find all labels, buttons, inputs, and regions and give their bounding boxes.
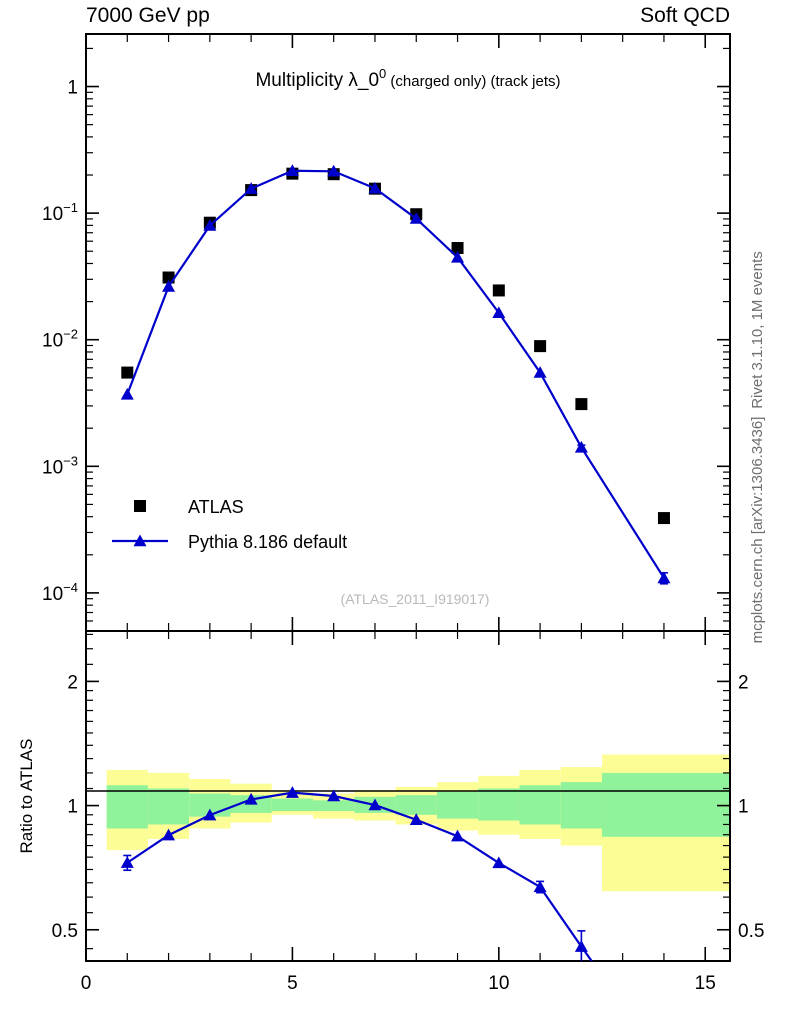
main-panel-ticks — [85, 34, 730, 632]
band-inner — [602, 772, 730, 837]
main-panel-y-tick-labels: 1 10−1 10−2 10−3 10−4 — [42, 78, 78, 605]
ratio-y-tick-label: 1 — [738, 797, 749, 818]
legend-label: ATLAS — [188, 497, 244, 517]
legend-marker-triangle — [133, 534, 147, 547]
ratio-y-tick-label: 0.5 — [738, 921, 764, 942]
header-right-process: Soft QCD — [640, 4, 730, 27]
ratio-mc-marker — [574, 940, 588, 952]
mc-marker — [409, 212, 423, 224]
mc-marker — [574, 440, 588, 453]
legend-label: Pythia 8.186 default — [188, 532, 347, 552]
ratio-y-tick-label: 2 — [738, 672, 749, 693]
mc-marker — [533, 366, 547, 378]
mc-marker — [162, 280, 176, 292]
data-marker — [492, 284, 505, 297]
ratio-mc-marker — [409, 813, 423, 825]
x-tick-label: 15 — [695, 973, 716, 994]
ratio-mc-marker — [285, 786, 299, 798]
main-y-tick-label: 10−2 — [42, 327, 78, 352]
main-y-tick-label: 10−3 — [42, 453, 78, 478]
legend: ATLAS Pythia 8.186 default — [112, 497, 347, 552]
header-left-energy: 7000 GeV pp — [86, 4, 210, 27]
main-y-tick-label: 10−1 — [42, 200, 78, 225]
mc-marker — [657, 571, 671, 584]
ratio-mc-marker — [162, 828, 176, 841]
data-marker — [534, 340, 547, 353]
ratio-mc-marker — [203, 808, 217, 821]
ratio-mc-marker — [451, 829, 465, 842]
mc-marker — [203, 219, 217, 231]
band-inner — [519, 785, 561, 825]
data-marker — [657, 512, 670, 525]
mc-marker — [492, 306, 506, 319]
band-inner — [271, 798, 314, 812]
plot-title: Multiplicity λ_00 (charged only) (track … — [255, 66, 560, 91]
ratio-y-tick-labels-right: 210.5 — [738, 672, 764, 941]
mc-marker — [368, 181, 382, 194]
mc-marker — [327, 164, 341, 177]
mc-marker — [451, 250, 465, 263]
x-tick-label: 0 — [81, 973, 92, 994]
mc-marker — [120, 387, 134, 400]
pythia-mc-series — [120, 164, 671, 585]
data-marker — [575, 398, 588, 411]
ratio-mc-marker — [533, 880, 547, 893]
band-inner — [436, 791, 479, 819]
legend-marker-square — [134, 500, 146, 512]
analysis-watermark: (ATLAS_2011_I919017) — [341, 591, 490, 607]
main-y-tick-label: 10−4 — [42, 580, 78, 605]
band-inner — [313, 800, 355, 812]
ratio-mc-marker — [120, 856, 134, 868]
x-tick-label: 5 — [287, 973, 298, 994]
data-marker — [121, 366, 134, 379]
x-axis-tick-labels: 0 5 10 15 — [81, 973, 716, 994]
ratio-y-tick-label: 0.5 — [52, 921, 78, 942]
band-inner — [478, 788, 520, 821]
band-inner — [106, 785, 148, 829]
main-panel: 1 10−1 10−2 10−3 10−4 Multiplicity λ_00 (cha… — [42, 33, 731, 632]
band-inner — [395, 795, 437, 815]
ratio-panel: 210.5 210.5 0 5 10 15 Ratio to ATLAS — [17, 630, 764, 994]
mc-marker — [244, 182, 258, 194]
ratio-y-tick-label: 2 — [67, 672, 78, 693]
side-label-mcplots-source: mcplots.cern.ch [arXiv:1306.3436] — [749, 417, 766, 644]
ratio-mc-marker — [368, 798, 382, 811]
side-label-rivet-version: Rivet 3.1.10, 1M events — [749, 251, 766, 409]
ratio-y-tick-label: 1 — [67, 797, 78, 818]
x-tick-label: 10 — [488, 973, 509, 994]
ratio-y-axis-label: Ratio to ATLAS — [17, 739, 36, 854]
band-inner — [560, 782, 603, 829]
main-y-tick-label: 1 — [67, 78, 78, 99]
ratio-mc-marker — [244, 792, 258, 805]
data-marker — [451, 242, 464, 255]
mc-marker — [285, 164, 299, 176]
ratio-panel-frame — [85, 630, 731, 962]
ratio-mc-marker — [327, 789, 341, 802]
band-inner — [147, 788, 190, 825]
ratio-y-tick-labels-left: 210.5 — [52, 672, 78, 941]
ratio-mc-series — [120, 786, 594, 961]
ratio-mc-marker — [492, 856, 506, 869]
